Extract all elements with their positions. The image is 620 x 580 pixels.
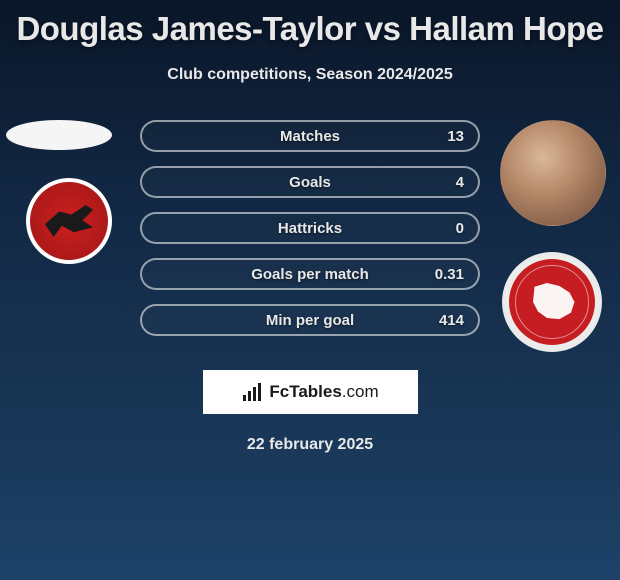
stat-label: Hattricks [278,220,342,237]
stat-label: Goals [289,174,331,191]
stat-rows: Matches 13 Goals 4 Hattricks 0 Goals per… [140,120,480,350]
stat-value-right: 0 [456,220,464,237]
brand-suffix: .com [342,382,379,401]
stat-value-right: 13 [447,128,464,145]
stat-label: Goals per match [251,266,369,283]
stat-value-right: 4 [456,174,464,191]
morecambe-ring-icon [509,259,595,345]
player-left-placeholder-icon [6,120,112,150]
subtitle: Club competitions, Season 2024/2025 [0,66,620,84]
stat-value-right: 414 [439,312,464,329]
stat-label: Matches [280,128,340,145]
brand-name: FcTables [269,382,341,401]
player-right-avatar [500,120,606,226]
stat-row: Min per goal 414 [140,304,480,336]
brand-box: FcTables.com [203,370,418,414]
club-right-badge [502,252,602,352]
stat-row: Matches 13 [140,120,480,152]
walsall-swift-icon [45,205,93,237]
stat-label: Min per goal [266,312,354,329]
stat-row: Hattricks 0 [140,212,480,244]
page-title: Douglas James-Taylor vs Hallam Hope [0,0,620,48]
club-left-badge [26,178,112,264]
morecambe-shrimp-icon [527,283,577,321]
comparison-area: Matches 13 Goals 4 Hattricks 0 Goals per… [0,126,620,356]
date: 22 february 2025 [0,436,620,454]
stat-value-right: 0.31 [435,266,464,283]
brand-text: FcTables.com [269,382,378,402]
stat-row: Goals per match 0.31 [140,258,480,290]
stat-row: Goals 4 [140,166,480,198]
bar-chart-icon [241,383,263,401]
